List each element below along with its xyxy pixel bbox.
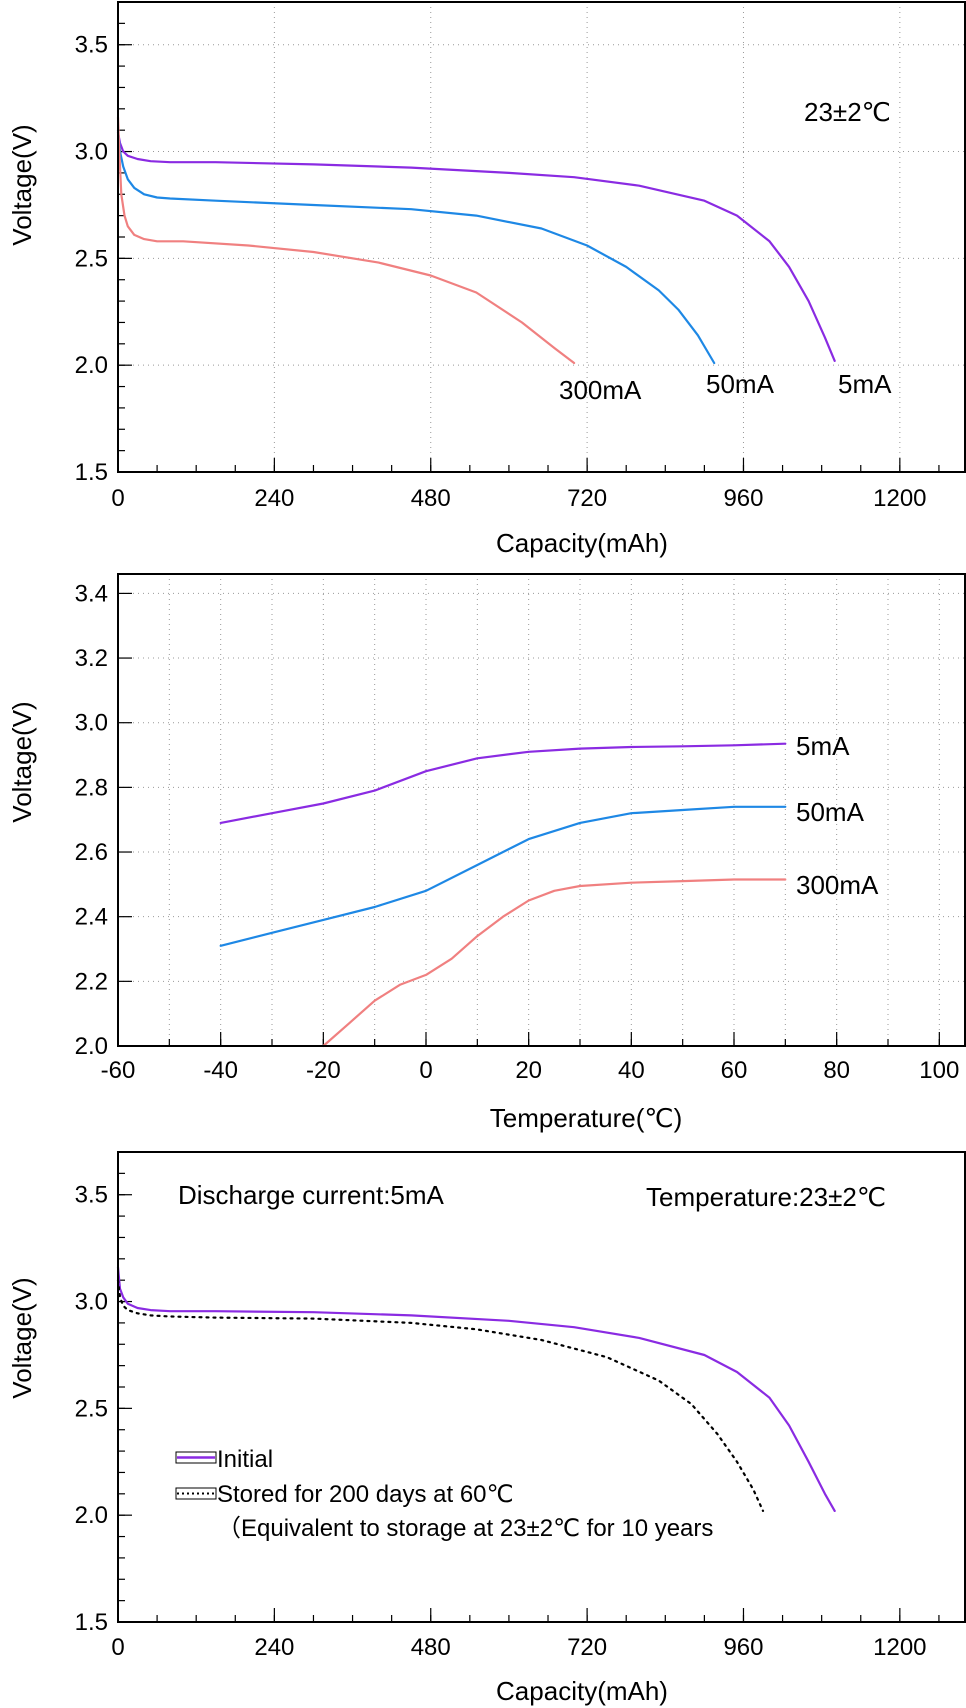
x-tick-label: 960 xyxy=(723,1634,763,1661)
x-tick-label: -40 xyxy=(203,1057,238,1084)
panel3-y-tick-labels: 1.5 2.0 2.5 3.0 3.5 xyxy=(75,1182,108,1636)
panel1-frame xyxy=(117,1,966,473)
x-tick-label: 480 xyxy=(411,485,451,512)
y-tick-label: 2.6 xyxy=(75,839,108,866)
series-line-300ma xyxy=(322,878,787,1048)
y-tick-label: 3.5 xyxy=(75,32,108,59)
panel2-x-axis-label: Temperature(℃) xyxy=(490,1103,682,1133)
panel3-temperature-annotation: Temperature:23±2℃ xyxy=(646,1182,886,1212)
x-tick-label: 40 xyxy=(618,1057,645,1084)
series-line-50ma xyxy=(219,805,787,947)
y-tick-label: 2.8 xyxy=(75,774,108,801)
panel3-series xyxy=(116,1266,836,1513)
panel3-ticks xyxy=(117,1151,940,1623)
panel1-x-axis-label: Capacity(mAh) xyxy=(496,528,668,558)
y-tick-label: 2.0 xyxy=(75,1033,108,1060)
x-tick-label: 1200 xyxy=(873,1634,926,1661)
series-line-50ma xyxy=(116,129,716,365)
panel1-series xyxy=(116,116,836,365)
x-tick-label: 1200 xyxy=(873,485,926,512)
y-tick-label: 2.4 xyxy=(75,904,108,931)
panel2-y-axis-label: Voltage(V) xyxy=(7,701,37,822)
panel-storage-comparison: 0 240 480 720 960 1200 1.5 2.0 2.5 3.0 3.5 Capaci… xyxy=(7,1151,966,1706)
x-tick-label: 240 xyxy=(254,485,294,512)
y-tick-label: 2.0 xyxy=(75,1502,108,1529)
legend-equivalent-label: （Equivalent to storage at 23±2℃ for 10 y… xyxy=(217,1515,713,1542)
panel2-series xyxy=(219,742,787,1048)
y-tick-label: 3.5 xyxy=(75,1182,108,1209)
panel2-y-tick-labels: 2.0 2.2 2.4 2.6 2.8 3.0 3.2 3.4 xyxy=(75,580,108,1060)
panel3-x-axis-label: Capacity(mAh) xyxy=(496,1676,668,1706)
x-tick-label: 480 xyxy=(411,1634,451,1661)
x-tick-label: -60 xyxy=(101,1057,136,1084)
series-line-300ma xyxy=(116,116,576,365)
panel2-grid xyxy=(118,574,965,1046)
panel3-x-tick-labels: 0 240 480 720 960 1200 xyxy=(111,1634,926,1661)
x-tick-label: 240 xyxy=(254,1634,294,1661)
x-tick-label: 960 xyxy=(723,485,763,512)
panel1-label-50mA: 50mA xyxy=(706,369,775,399)
panel-voltage-vs-temperature: -60 -40 -20 0 20 40 60 80 100 2.0 2.2 2.4 2.6 2.8 3.0… xyxy=(7,573,966,1133)
panel1-label-5mA: 5mA xyxy=(838,369,892,399)
y-tick-label: 2.0 xyxy=(75,352,108,379)
panel2-label-5mA: 5mA xyxy=(796,731,850,761)
y-tick-label: 3.4 xyxy=(75,580,108,607)
panel3-y-axis-label: Voltage(V) xyxy=(7,1277,37,1398)
panel1-ticks xyxy=(117,1,940,473)
x-tick-label: -20 xyxy=(306,1057,341,1084)
panel1-y-axis-label: Voltage(V) xyxy=(7,124,37,245)
panel-capacity-vs-current: 0 240 480 720 960 1200 1.5 2.0 2.5 3.0 3.5 Capaci… xyxy=(7,1,966,558)
x-tick-label: 0 xyxy=(111,1634,124,1661)
x-tick-label: 100 xyxy=(919,1057,959,1084)
panel1-x-tick-labels: 0 240 480 720 960 1200 xyxy=(111,485,926,512)
y-tick-label: 3.0 xyxy=(75,710,108,737)
panel1-temperature-annotation: 23±2℃ xyxy=(804,97,891,127)
panel3-frame xyxy=(117,1151,966,1623)
series-line-5ma xyxy=(219,742,787,825)
x-tick-label: 60 xyxy=(721,1057,748,1084)
series-line-stored-for-200-days-at-60- xyxy=(116,1279,765,1513)
y-tick-label: 3.0 xyxy=(75,1289,108,1316)
panel2-label-50mA: 50mA xyxy=(796,797,865,827)
x-tick-label: 720 xyxy=(567,485,607,512)
y-tick-label: 2.5 xyxy=(75,1395,108,1422)
panel3-legend: Initial Stored for 200 days at 60℃ （Equi… xyxy=(175,1446,713,1542)
legend-initial-label: Initial xyxy=(217,1446,273,1473)
panel1-label-300mA: 300mA xyxy=(559,375,642,405)
panel2-x-tick-labels: -60 -40 -20 0 20 40 60 80 100 xyxy=(101,1057,960,1084)
series-line-initial xyxy=(116,1266,836,1513)
panel1-grid xyxy=(118,2,965,472)
panel2-frame xyxy=(117,573,966,1047)
x-tick-label: 720 xyxy=(567,1634,607,1661)
series-line-5ma xyxy=(116,131,836,362)
y-tick-label: 2.2 xyxy=(75,968,108,995)
x-tick-label: 20 xyxy=(515,1057,542,1084)
legend-stored-label: Stored for 200 days at 60℃ xyxy=(217,1481,513,1508)
x-tick-label: 0 xyxy=(419,1057,432,1084)
legend-swatch-stored-box xyxy=(175,1487,217,1500)
panel2-label-300mA: 300mA xyxy=(796,870,879,900)
y-tick-label: 2.5 xyxy=(75,245,108,272)
panel1-y-tick-labels: 1.5 2.0 2.5 3.0 3.5 xyxy=(75,32,108,486)
y-tick-label: 3.2 xyxy=(75,645,108,672)
x-tick-label: 80 xyxy=(823,1057,850,1084)
y-tick-label: 1.5 xyxy=(75,1609,108,1636)
x-tick-label: 0 xyxy=(111,485,124,512)
y-tick-label: 3.0 xyxy=(75,139,108,166)
y-tick-label: 1.5 xyxy=(75,459,108,486)
panel3-current-annotation: Discharge current:5mA xyxy=(178,1180,445,1210)
